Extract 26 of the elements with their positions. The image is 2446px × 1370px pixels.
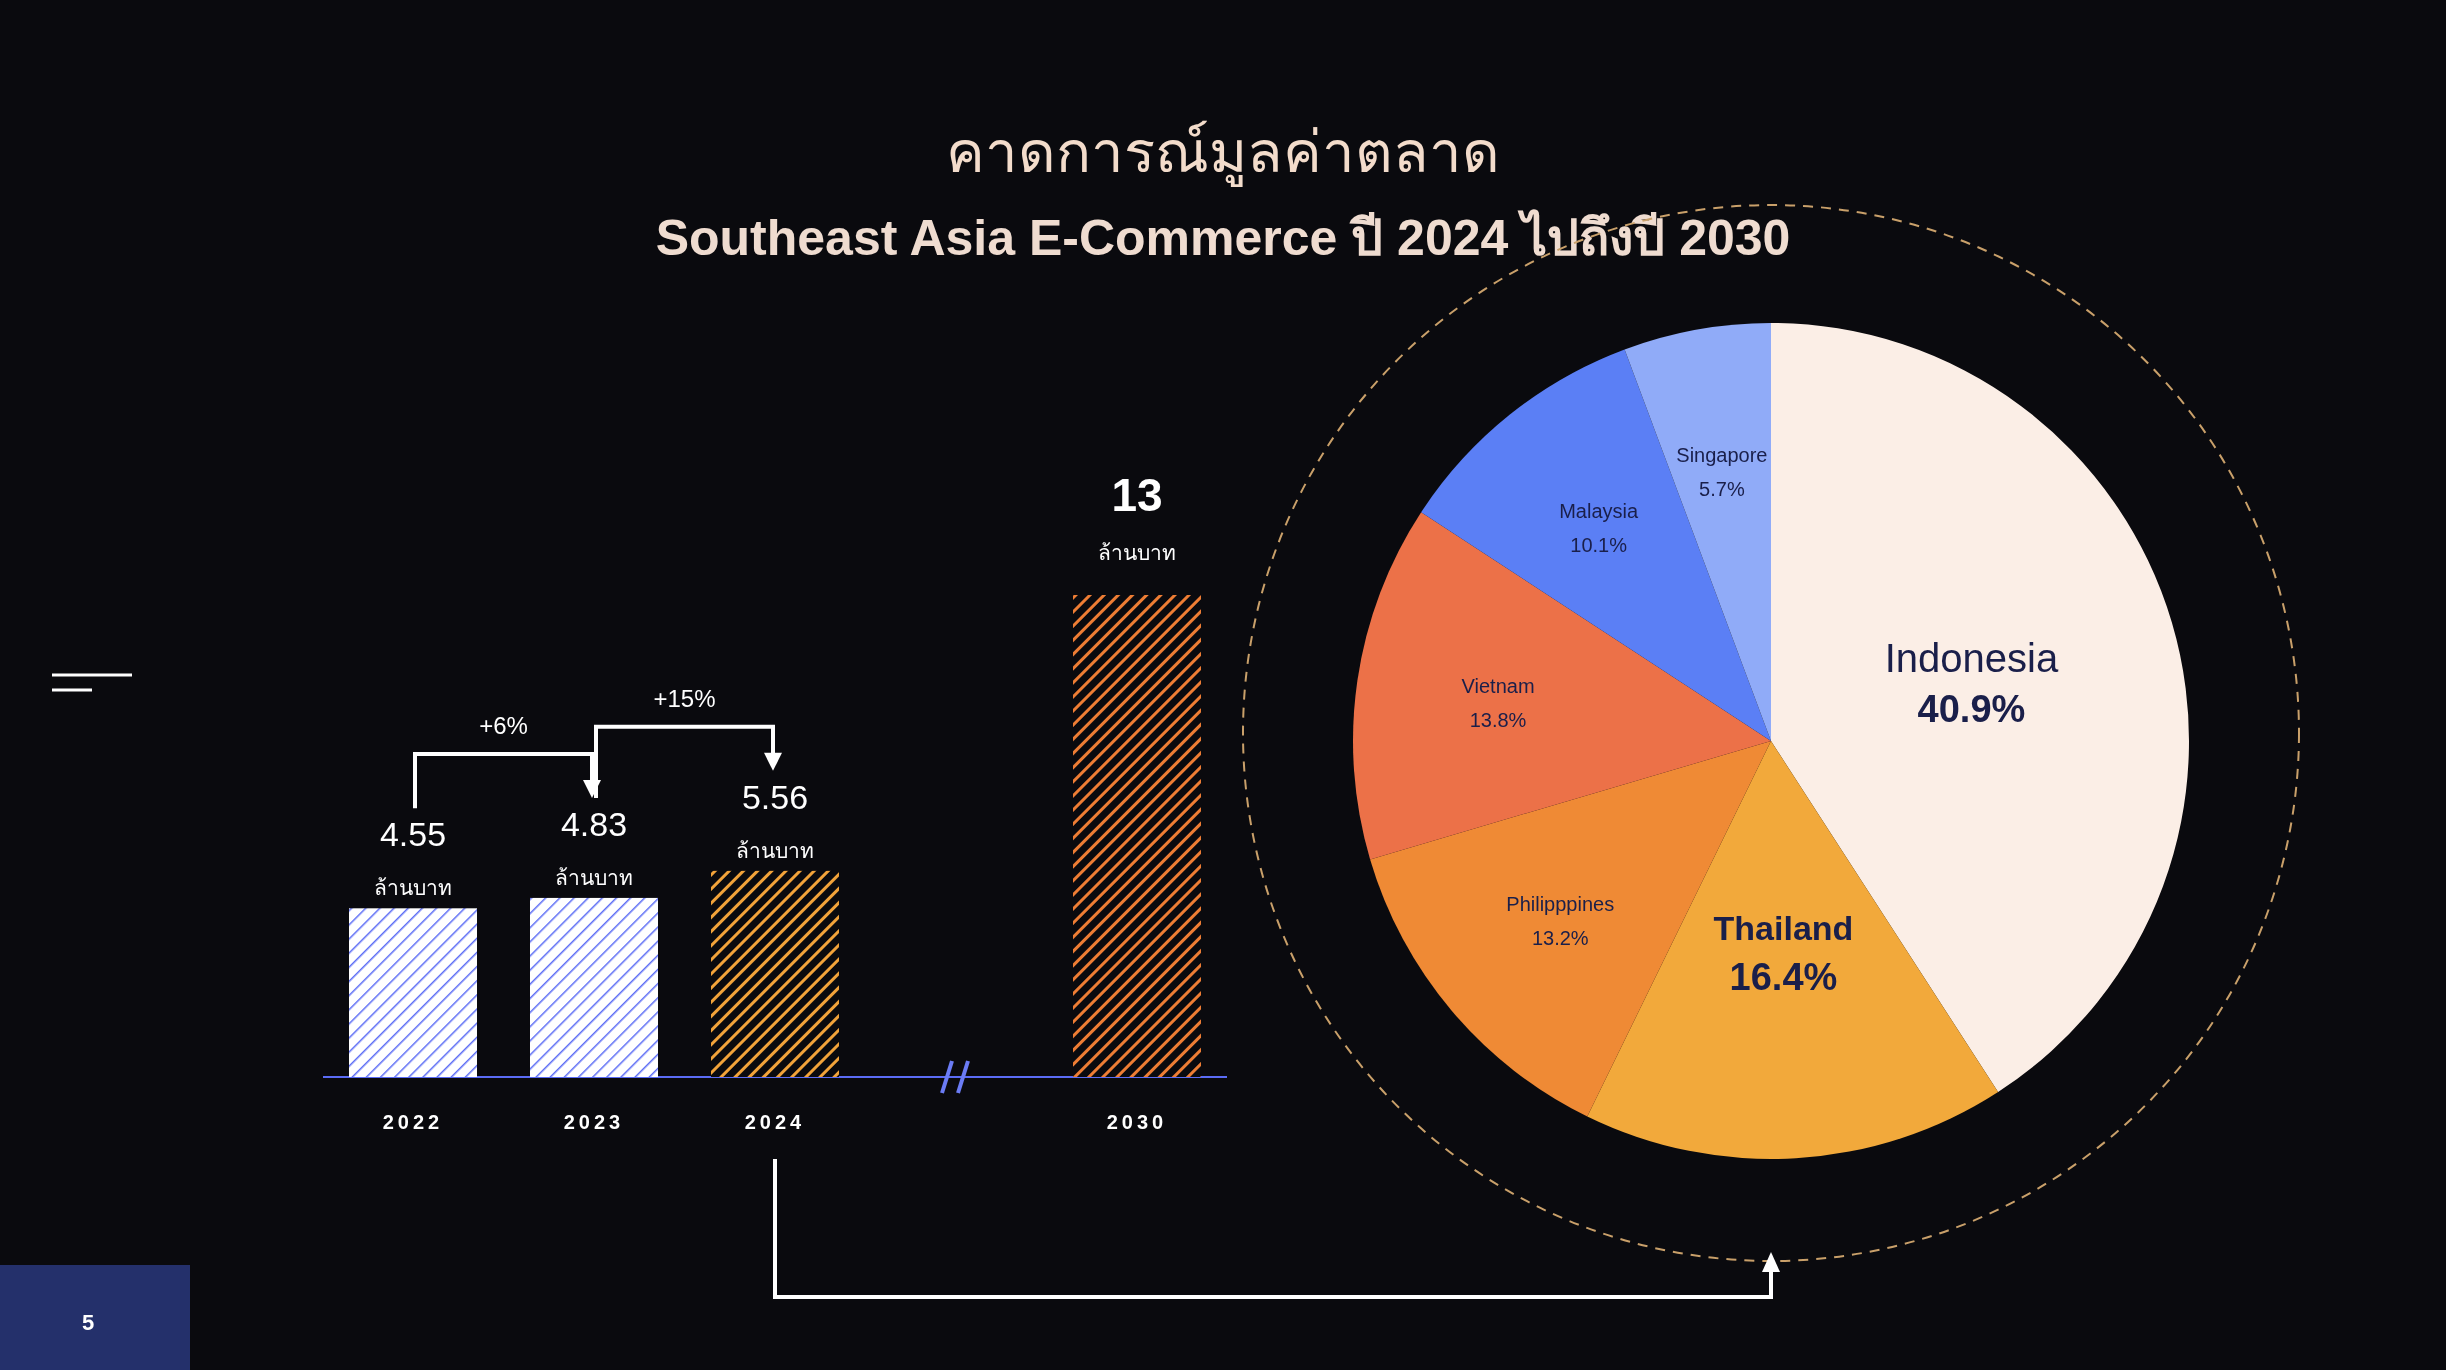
slice-label: Philipppines (1506, 893, 1615, 916)
chart-subtitle: Southeast Asia E-Commerce ปี 2024 ไปถึงปี 2030 (655, 209, 1791, 266)
slice-label: Thailand (1713, 908, 1854, 947)
slice-label: Indonesia (1884, 635, 2059, 680)
data-label: 13.2% (1531, 927, 1589, 950)
annotation: +6% (479, 711, 528, 739)
chart-title: คาดการณ์มูลค่าตลาด (946, 119, 1500, 187)
data-label: 5.7% (1699, 477, 1745, 500)
data-label: 5.56 ล้านบาท (736, 777, 814, 862)
pie-slice (1421, 349, 1771, 741)
data-label: 40.9% (1917, 687, 2026, 730)
x-tick-label: 2030 (1106, 1111, 1168, 1133)
annotation: +15% (653, 684, 716, 712)
x-tick-label: 2024 (744, 1111, 806, 1133)
data-label: 16.4% (1729, 955, 1838, 998)
slice-label: Vietnam (1461, 674, 1535, 697)
x-tick-label: 2022 (382, 1111, 444, 1133)
x-tick-label: 2023 (563, 1111, 625, 1133)
data-label: 4.55 ล้านบาท (374, 815, 452, 900)
slice-label: Singapore (1676, 443, 1768, 466)
text: 5 (81, 1310, 95, 1335)
slice-label: Malaysia (1559, 499, 1639, 522)
data-label: 13.8% (1469, 708, 1527, 731)
data-label: 4.83 ล้านบาท (555, 804, 633, 889)
data-label: 13 ล้านบาท (1098, 469, 1176, 564)
data-label: 10.1% (1570, 533, 1628, 556)
